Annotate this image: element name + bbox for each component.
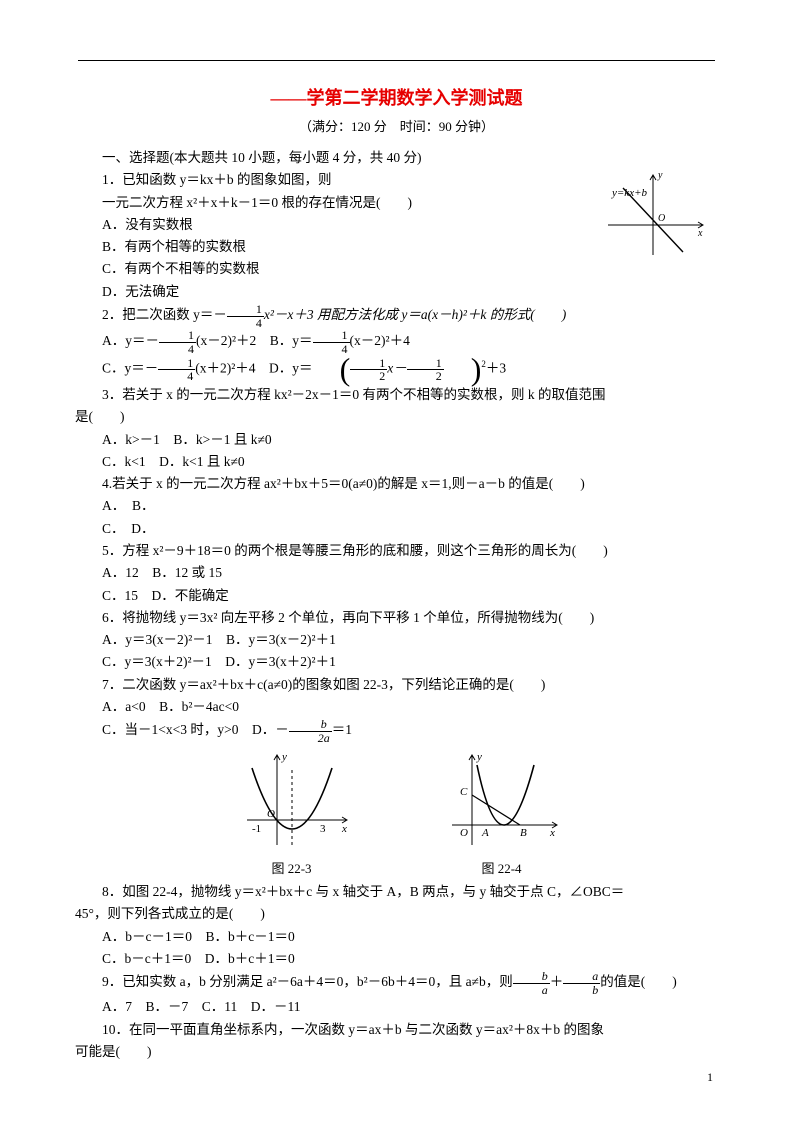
q2-a-mid: (x－2)²＋2 B．y＝ [196,333,313,348]
fig-224-block: O A B C y x 图 22-4 [442,750,562,879]
q9-a: 9．已知实数 a，b 分别满足 a²－6a＋4＝0，b²－6b＋4＝0，且 a≠… [102,974,513,989]
q4-opt-ab: A． B． [75,495,718,517]
frac-b-2a: b2a [289,718,332,744]
frac-1-4: 14 [158,357,195,383]
fig-22-3: -1 3 O y x [232,750,352,850]
svg-text:y: y [281,751,287,763]
q3-line1: 3．若关于 x 的一元二次方程 kx²－2x－1＝0 有两个不相等的实数根，则 … [75,384,718,406]
q2-opt-cd: C．y＝－14(x＋2)²＋4 D．y＝(12x－12)2＋3 [75,355,718,384]
q2-stem-a: 2．把二次函数 y＝－ [102,307,227,322]
fig-223-caption: 图 22-3 [232,858,352,879]
var-x: x－ [387,361,407,376]
q9-end: 的值是( ) [600,974,677,989]
q6-stem: 6．将抛物线 y＝3x² 向左平移 2 个单位，再向下平移 1 个单位，所得抛物… [75,607,718,629]
svg-text:B: B [520,827,527,839]
svg-text:O: O [460,827,468,839]
top-rule [78,60,715,61]
q2-c-pre: C．y＝－ [102,361,158,376]
frac-half: 12 [407,357,444,383]
section-heading: 一、选择题(本大题共 10 小题，每小题 4 分，共 40 分) [75,147,718,169]
frac-b-a: ba [513,970,550,996]
q7-opt-cd: C．当－1<x<3 时，y>0 D．－b2a＝1 [75,718,718,744]
svg-text:O: O [267,808,275,820]
fig-224-caption: 图 22-4 [442,858,562,879]
q2-opt-ab: A．y＝－14(x－2)²＋2 B．y＝14(x－2)²＋4 [75,329,718,355]
bracket-left-icon: ( [313,355,351,384]
q7-stem: 7．二次函数 y＝ax²＋bx＋c(a≠0)的图象如图 22-3，下列结论正确的… [75,674,718,696]
q8-opt-cd: C．b－c＋1＝0 D．b＋c＋1＝0 [75,948,718,970]
content: 一、选择题(本大题共 10 小题，每小题 4 分，共 40 分) y=kx+b … [75,147,718,1063]
q1-line-label: y=kx+b [611,187,647,199]
q9-opts: A．7 B．－7 C．11 D．－11 [75,996,718,1018]
q2-stem-b: x²－x＋3 用配方法化成 y＝a(x－h)²＋k 的形式( ) [264,307,566,322]
frac-a-b: ab [563,970,600,996]
x-axis-label: x [697,228,703,239]
bracket-right-icon: ) [444,355,482,384]
fig-223-block: -1 3 O y x 图 22-3 [232,750,352,879]
y-axis-label: y [657,170,663,181]
svg-text:3: 3 [320,823,326,835]
q7-c-end: ＝1 [332,722,352,737]
q2-c-mid: (x＋2)²＋4 D．y＝ [195,361,312,376]
q3-opt-cd: C．k<1 D．k<1 且 k≠0 [75,451,718,473]
q6-opt-cd: C．y＝3(x＋2)²－1 D．y＝3(x＋2)²＋1 [75,651,718,673]
q6-opt-ab: A．y＝3(x－2)²－1 B．y＝3(x－2)²＋1 [75,629,718,651]
q2-a-pre: A．y＝－ [102,333,159,348]
q3-opt-ab: A．k>－1 B．k>－1 且 k≠0 [75,429,718,451]
svg-text:A: A [481,827,489,839]
svg-text:x: x [549,827,555,839]
frac-1-4: 14 [159,329,196,355]
page-subtitle: （满分：120 分 时间：90 分钟） [75,116,718,137]
svg-text:y: y [476,751,482,763]
q2-stem: 2．把二次函数 y＝－14x²－x＋3 用配方法化成 y＝a(x－h)²＋k 的… [75,303,718,329]
q10-line1: 10．在同一平面直角坐标系内，一次函数 y＝ax＋b 与二次函数 y＝ax²＋8… [75,1019,718,1041]
page-title: ——学第二学期数学入学测试题 [75,84,718,114]
q5-opt-ab: A．12 B．12 或 15 [75,562,718,584]
q8-line2: 45°，则下列各式成立的是( ) [75,903,718,925]
q9-stem: 9．已知实数 a，b 分别满足 a²－6a＋4＝0，b²－6b＋4＝0，且 a≠… [75,970,718,996]
q1-opt-d: D．无法确定 [75,281,718,303]
q5-stem: 5．方程 x²－9＋18＝0 的两个根是等腰三角形的底和腰，则这个三角形的周长为… [75,540,718,562]
q8-opt-ab: A．b－c－1＝0 B．b＋c－1＝0 [75,926,718,948]
q3-line2: 是( ) [75,406,718,428]
fig-22-4: O A B C y x [442,750,562,850]
svg-text:-1: -1 [252,823,261,835]
q8-line1: 8．如图 22-4，抛物线 y＝x²＋bx＋c 与 x 轴交于 A，B 两点，与… [75,881,718,903]
svg-text:x: x [341,823,347,835]
origin-label: O [658,213,665,224]
figures-row: -1 3 O y x 图 22-3 O A B C y x [75,750,718,879]
q7-c-pre: C．当－1<x<3 时，y>0 D．－ [102,722,289,737]
q9-plus: ＋ [550,974,564,989]
svg-text:C: C [460,786,468,798]
q5-opt-cd: C．15 D．不能确定 [75,585,718,607]
q2-a-end: (x－2)²＋4 [350,333,410,348]
frac-1-4: 14 [227,303,264,329]
frac-half-x: 12 [350,357,387,383]
q10-line2: 可能是( ) [75,1041,718,1063]
q1-figure: y=kx+b y x O [598,170,708,260]
q7-opt-ab: A．a<0 B．b²－4ac<0 [75,696,718,718]
q4-stem: 4.若关于 x 的一元二次方程 ax²＋bx＋5＝0(a≠0)的解是 x＝1,则… [75,473,718,495]
q4-opt-cd: C． D． [75,518,718,540]
q2-d-end: ＋3 [486,361,506,376]
page-number: 1 [707,1068,713,1088]
q1-opt-c: C．有两个不相等的实数根 [75,258,718,280]
